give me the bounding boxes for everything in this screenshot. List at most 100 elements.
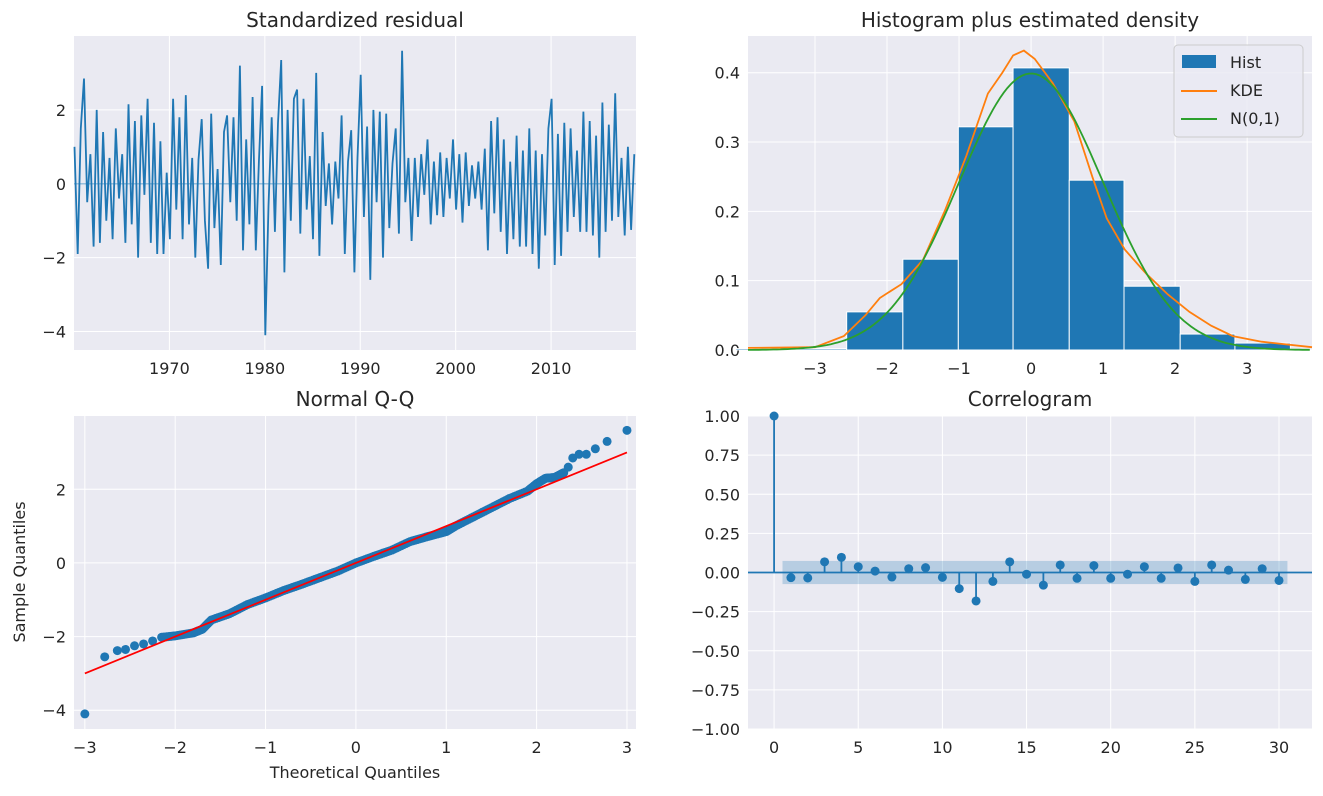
x-tick-label: −3 — [73, 738, 97, 757]
x-tick-label: 3 — [622, 738, 632, 757]
residual-series-line — [73, 50, 636, 336]
acf-marker — [1106, 573, 1116, 583]
qq-point — [130, 641, 140, 651]
acf-marker — [1123, 569, 1133, 579]
x-tick-label: 2 — [532, 738, 542, 757]
y-tick-label: 0.2 — [715, 202, 740, 221]
acf-marker — [1274, 575, 1284, 585]
y-tick-label: −2 — [42, 628, 66, 647]
acf-marker — [887, 572, 897, 582]
correlogram-panel: Correlogram 0 5 10 15 20 25 30 −1.00 −0.75 −0.50 −… — [691, 387, 1312, 757]
y-tick-label: −4 — [42, 323, 66, 342]
qq-point — [563, 462, 573, 472]
qq-point — [121, 644, 131, 654]
acf-marker — [1156, 573, 1166, 583]
y-tick-label: 1.00 — [704, 407, 740, 426]
acf-marker — [1055, 560, 1065, 570]
y-tick-label: 0.75 — [704, 446, 740, 465]
qq-point — [622, 425, 632, 435]
legend-hist-swatch — [1182, 55, 1216, 68]
acf-marker — [1005, 557, 1015, 567]
y-tick-label: 2 — [56, 480, 66, 499]
acf-marker — [937, 572, 947, 582]
acf-marker — [904, 564, 914, 574]
x-tick-label: −2 — [163, 738, 187, 757]
acf-marker — [1089, 561, 1099, 571]
qq-point — [80, 709, 90, 719]
hist-bar — [1012, 67, 1070, 351]
qq-point — [574, 449, 584, 459]
x-tick-label: 15 — [1016, 738, 1036, 757]
histogram-title: Histogram plus estimated density — [861, 8, 1199, 32]
hist-bar — [1123, 285, 1181, 351]
legend: Hist KDE N(0,1) — [1173, 44, 1304, 138]
x-tick-label: 1970 — [149, 359, 190, 378]
x-tick-label: 30 — [1269, 738, 1289, 757]
plot-area — [74, 416, 636, 729]
x-tick-label: −1 — [254, 738, 278, 757]
x-tick-label: 2010 — [531, 359, 572, 378]
x-tick-label: −1 — [947, 359, 971, 378]
y-tick-label: 0.1 — [715, 272, 740, 291]
x-tick-label: 1990 — [340, 359, 381, 378]
acf-marker — [1257, 564, 1267, 574]
qq-point — [581, 449, 591, 459]
acf-marker — [1022, 569, 1032, 579]
qq-title: Normal Q-Q — [296, 387, 415, 411]
qq-panel: Normal Q-Q Theoretical Quantiles Sample … — [10, 387, 636, 782]
y-tick-label: 0.4 — [715, 64, 740, 83]
acf-marker — [853, 562, 863, 572]
x-tick-label: 1 — [1098, 359, 1108, 378]
y-tick-label: 0 — [56, 175, 66, 194]
x-tick-label: −2 — [875, 359, 899, 378]
y-tick-label: −2 — [42, 249, 66, 268]
residual-title: Standardized residual — [246, 8, 464, 32]
qq-xlabel: Theoretical Quantiles — [269, 763, 441, 782]
acf-marker — [954, 584, 964, 594]
y-tick-label: 0.3 — [715, 133, 740, 152]
qq-point — [558, 468, 568, 478]
legend-label: Hist — [1230, 53, 1261, 72]
acf-marker — [1240, 574, 1250, 584]
acf-marker — [786, 573, 796, 583]
acf-marker — [1207, 560, 1217, 570]
x-tick-label: 0 — [769, 738, 779, 757]
x-tick-label: 1 — [441, 738, 451, 757]
qq-point — [112, 646, 122, 656]
y-tick-label: −4 — [42, 701, 66, 720]
normal-density-line — [748, 72, 1310, 351]
qq-point — [139, 639, 149, 649]
x-tick-label: 1980 — [244, 359, 285, 378]
qq-point — [590, 444, 600, 454]
x-tick-label: 0 — [351, 738, 361, 757]
y-tick-label: 0.50 — [704, 485, 740, 504]
acf-marker — [870, 566, 880, 576]
qq-reference-line — [84, 451, 628, 675]
histogram-panel: Histogram plus estimated density −3 −2 −1 0… — [715, 8, 1313, 378]
y-tick-label: 0.0 — [715, 341, 740, 360]
qq-point — [100, 652, 110, 662]
x-tick-label: 2000 — [435, 359, 476, 378]
hist-bar — [1068, 179, 1125, 351]
x-tick-label: 2 — [1170, 359, 1180, 378]
qq-ylabel: Sample Quantiles — [10, 501, 29, 642]
x-tick-label: 25 — [1185, 738, 1205, 757]
x-tick-label: 3 — [1242, 359, 1252, 378]
y-tick-label: 0 — [56, 554, 66, 573]
x-tick-label: 20 — [1101, 738, 1121, 757]
acf-marker — [803, 573, 813, 583]
x-tick-label: 5 — [853, 738, 863, 757]
y-tick-label: 2 — [56, 101, 66, 120]
acf-marker — [1139, 562, 1149, 572]
acf-marker — [971, 596, 981, 606]
hist-bar — [902, 258, 959, 351]
acf-marker — [1072, 573, 1082, 583]
kde-line — [747, 49, 1313, 349]
hist-bar — [1179, 333, 1236, 351]
hist-bar — [957, 126, 1014, 351]
legend-label: N(0,1) — [1230, 109, 1280, 128]
x-tick-label: 0 — [1026, 359, 1036, 378]
acf-marker — [1038, 580, 1048, 590]
qq-point — [602, 436, 612, 446]
